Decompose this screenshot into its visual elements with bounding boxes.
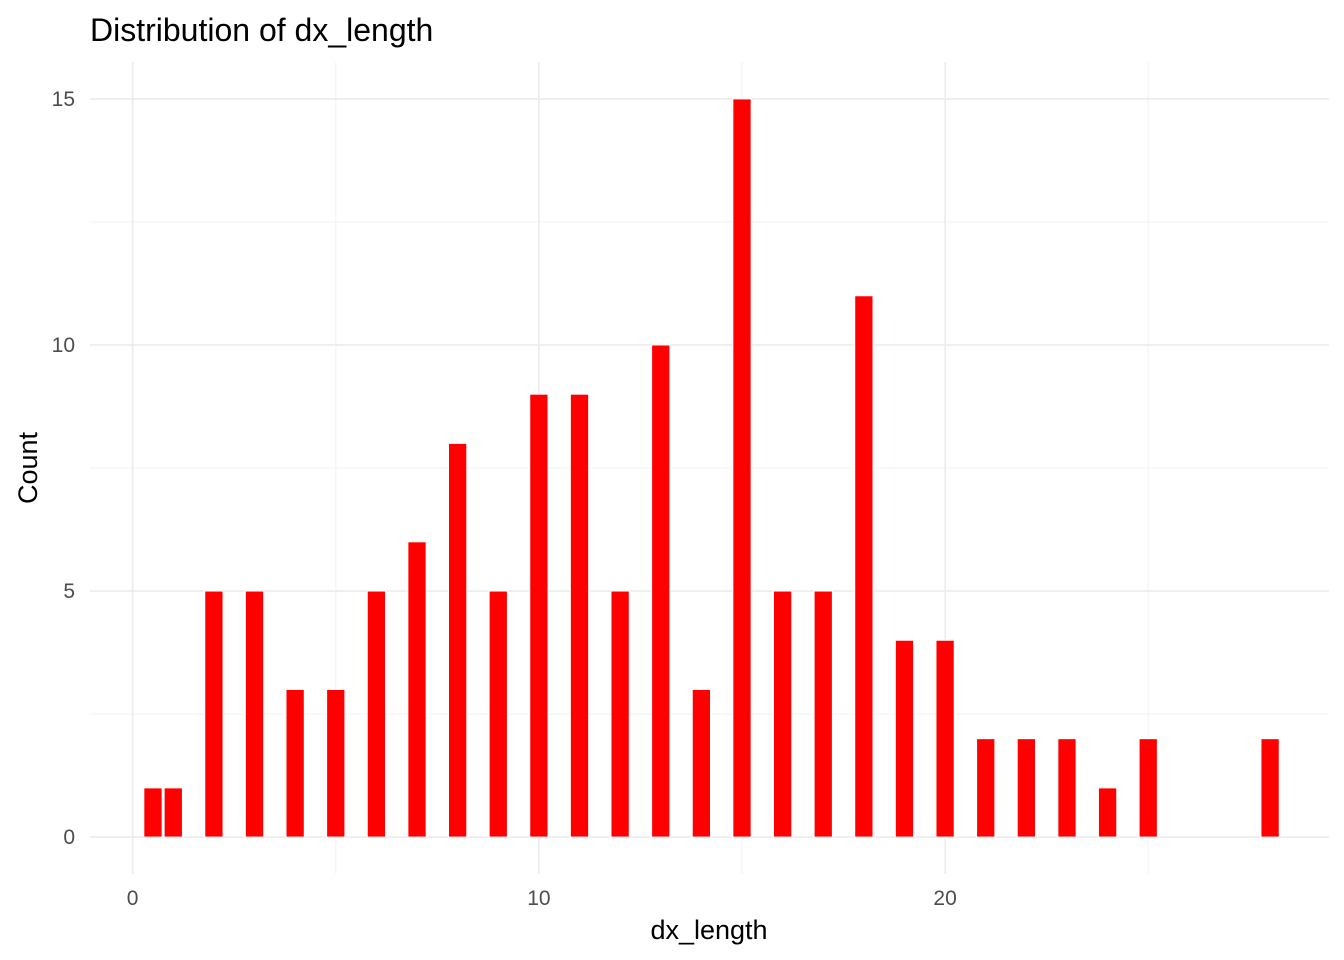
bar: [772, 590, 793, 838]
bar: [813, 590, 833, 838]
x-axis-ticks: 0 10 20: [127, 887, 957, 910]
bar: [529, 393, 549, 838]
bar: [488, 590, 508, 838]
bar: [651, 344, 671, 838]
bar: [326, 688, 346, 838]
bar: [1016, 738, 1036, 838]
bar: [285, 688, 305, 838]
y-tick-label: 5: [63, 580, 75, 603]
bar: [1097, 787, 1118, 838]
y-tick-label: 0: [63, 826, 75, 849]
bar: [447, 442, 468, 838]
chart-title: Distribution of dx_length: [90, 12, 433, 48]
bar: [854, 295, 874, 838]
bar: [976, 738, 996, 838]
y-axis-title: Count: [13, 431, 43, 504]
x-tick-label: 10: [527, 887, 550, 910]
bar: [366, 590, 387, 838]
y-tick-label: 15: [52, 88, 75, 111]
x-tick-label: 20: [933, 887, 956, 910]
bar: [1260, 738, 1280, 838]
x-axis-title: dx_length: [650, 915, 767, 945]
bar: [732, 98, 752, 838]
bar: [143, 787, 163, 838]
bar: [204, 590, 224, 838]
bar: [935, 639, 955, 838]
bar: [407, 541, 427, 838]
grid-lines: [90, 62, 1329, 874]
bar: [244, 590, 265, 838]
bar: [1138, 738, 1158, 838]
y-axis-ticks: 0 5 10 15: [52, 88, 75, 849]
x-tick-label: 0: [127, 887, 139, 910]
y-tick-label: 10: [52, 334, 75, 357]
bar: [610, 590, 630, 838]
bars: [143, 98, 1280, 838]
bar: [894, 639, 915, 838]
bar: [163, 787, 183, 838]
bar: [569, 393, 590, 838]
bar: [1057, 738, 1077, 838]
bar: [691, 688, 712, 838]
